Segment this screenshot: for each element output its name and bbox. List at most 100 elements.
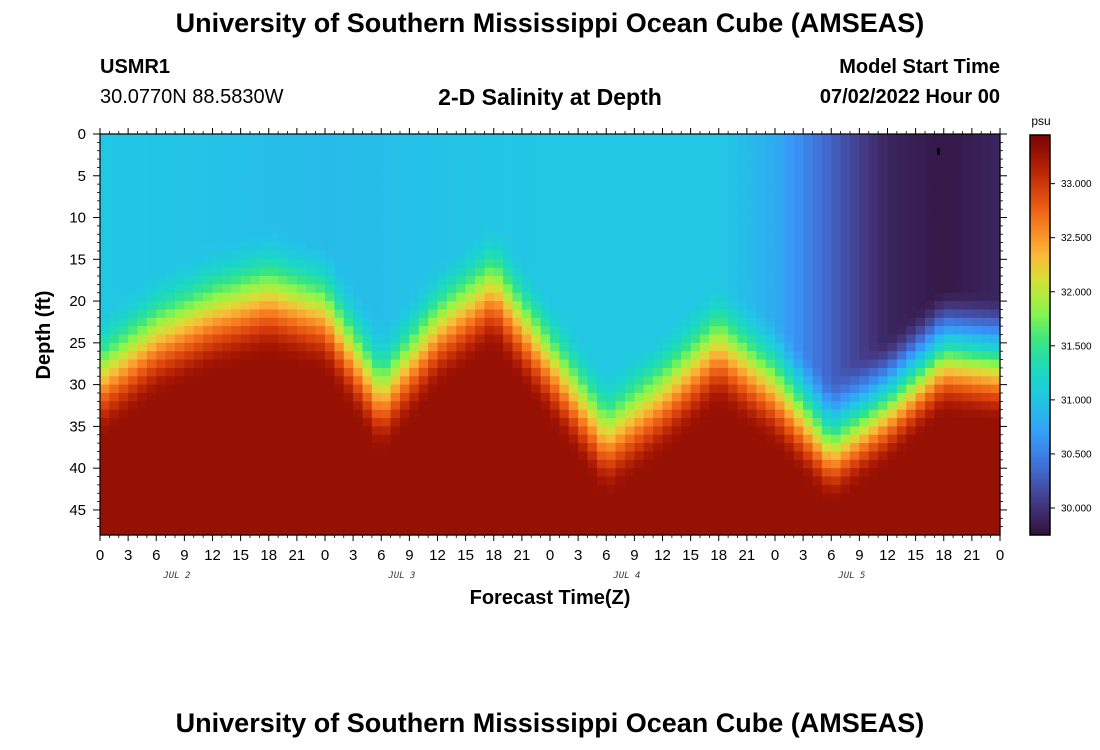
heatmap-cell xyxy=(268,200,279,210)
heatmap-cell xyxy=(906,292,917,302)
heatmap-cell xyxy=(353,175,364,185)
heatmap-cell xyxy=(400,426,410,436)
heatmap-cell xyxy=(906,242,917,252)
heatmap-cell xyxy=(184,509,195,519)
heatmap-cell xyxy=(615,334,626,344)
heatmap-cell xyxy=(765,342,776,352)
heatmap-cell xyxy=(437,159,448,169)
heatmap-cell xyxy=(625,392,635,402)
heatmap-cell xyxy=(109,200,120,210)
heatmap-cell xyxy=(925,526,935,536)
heatmap-cell xyxy=(634,301,645,311)
heatmap-cell xyxy=(334,225,345,235)
heatmap-cell xyxy=(503,359,514,369)
heatmap-cell xyxy=(765,384,776,394)
heatmap-cell xyxy=(165,259,176,269)
heatmap-cell xyxy=(521,493,532,503)
heatmap-cell xyxy=(709,334,720,344)
heatmap-cell xyxy=(737,367,748,377)
heatmap-cell xyxy=(803,134,814,143)
heatmap-cell xyxy=(259,309,270,319)
heatmap-cell xyxy=(587,501,598,511)
heatmap-cell xyxy=(475,367,485,377)
heatmap-cell xyxy=(887,401,898,411)
heatmap-cell xyxy=(371,334,382,344)
heatmap-cell xyxy=(775,418,785,427)
heatmap-cell xyxy=(353,493,364,503)
heatmap-cell xyxy=(737,334,748,344)
heatmap-cell xyxy=(146,426,157,436)
x-tick-label: 0 xyxy=(771,547,779,564)
heatmap-cell xyxy=(521,309,532,319)
heatmap-cell xyxy=(615,443,626,453)
heatmap-cell xyxy=(934,175,945,185)
heatmap-cell xyxy=(653,409,664,419)
heatmap-cell xyxy=(100,234,110,244)
heatmap-cell xyxy=(615,526,626,536)
heatmap-cell xyxy=(915,509,926,519)
heatmap-cell xyxy=(184,334,195,344)
heatmap-cell xyxy=(268,351,279,361)
heatmap-cell xyxy=(625,468,635,478)
heatmap-cell xyxy=(746,309,757,319)
heatmap-cell xyxy=(934,434,945,444)
heatmap-cell xyxy=(925,326,935,336)
heatmap-cell xyxy=(625,225,635,235)
heatmap-cell xyxy=(709,250,720,260)
heatmap-cell xyxy=(887,409,898,419)
heatmap-cell xyxy=(400,459,410,469)
heatmap-cell xyxy=(671,326,682,336)
heatmap-cell xyxy=(587,259,598,269)
heatmap-cell xyxy=(268,284,279,294)
heatmap-cell xyxy=(821,401,832,411)
heatmap-cell xyxy=(953,392,964,402)
heatmap-cell xyxy=(109,317,120,327)
heatmap-cell xyxy=(803,159,814,169)
heatmap-cell xyxy=(334,468,345,478)
heatmap-cell xyxy=(840,443,851,453)
heatmap-cell xyxy=(353,192,364,202)
heatmap-cell xyxy=(456,326,467,336)
heatmap-cell xyxy=(296,284,307,294)
heatmap-cell xyxy=(493,234,504,244)
heatmap-cell xyxy=(521,326,532,336)
heatmap-cell xyxy=(137,434,148,444)
heatmap-cell xyxy=(475,317,485,327)
heatmap-cell xyxy=(428,501,439,511)
heatmap-cell xyxy=(859,150,870,160)
heatmap-cell xyxy=(418,184,429,194)
heatmap-cell xyxy=(709,234,720,244)
heatmap-cell xyxy=(718,484,729,494)
heatmap-cell xyxy=(737,384,748,394)
heatmap-cell xyxy=(306,409,317,419)
heatmap-cell xyxy=(690,317,701,327)
heatmap-cell xyxy=(306,342,317,352)
heatmap-cell xyxy=(896,468,907,478)
heatmap-cell xyxy=(109,184,120,194)
heatmap-cell xyxy=(193,317,204,327)
heatmap-cell xyxy=(681,392,692,402)
heatmap-cell xyxy=(718,501,729,511)
heatmap-cell xyxy=(409,509,420,519)
heatmap-cell xyxy=(343,351,354,361)
heatmap-cell xyxy=(531,434,542,444)
heatmap-cell xyxy=(831,167,842,177)
heatmap-cell xyxy=(428,309,439,319)
heatmap-cell xyxy=(137,468,148,478)
heatmap-cell xyxy=(821,493,832,503)
heatmap-cell xyxy=(906,334,917,344)
heatmap-cell xyxy=(887,301,898,311)
heatmap-cell xyxy=(587,209,598,219)
heatmap-cell xyxy=(812,225,823,235)
heatmap-cell xyxy=(240,418,251,427)
heatmap-cell xyxy=(296,334,307,344)
heatmap-cell xyxy=(803,359,814,369)
heatmap-cell xyxy=(390,242,401,252)
heatmap-cell xyxy=(428,493,439,503)
heatmap-cell xyxy=(962,392,973,402)
heatmap-cell xyxy=(812,326,823,336)
heatmap-cell xyxy=(878,175,889,185)
heatmap-cell xyxy=(531,501,542,511)
heatmap-cell xyxy=(634,342,645,352)
heatmap-cell xyxy=(850,326,860,336)
